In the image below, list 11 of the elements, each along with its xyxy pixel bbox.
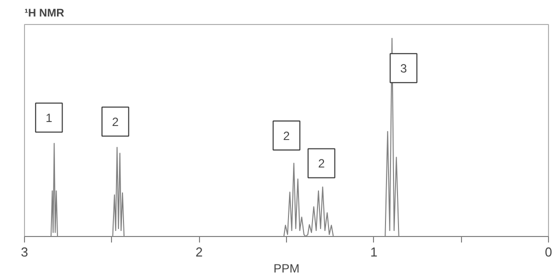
annotation: 1 <box>46 111 53 126</box>
annotation: 2 <box>112 115 119 130</box>
chart-title: ¹H NMR <box>24 8 64 20</box>
annotation: 2 <box>318 156 326 171</box>
annotation: 2 <box>283 128 290 143</box>
annotation: 3 <box>400 62 408 76</box>
x-tick-label: 0 <box>544 244 552 260</box>
x-tick-label: 3 <box>20 244 28 260</box>
x-tick-label: 1 <box>370 244 378 260</box>
x-axis-title: PPM <box>274 262 300 276</box>
x-tick-label: 2 <box>196 244 203 260</box>
